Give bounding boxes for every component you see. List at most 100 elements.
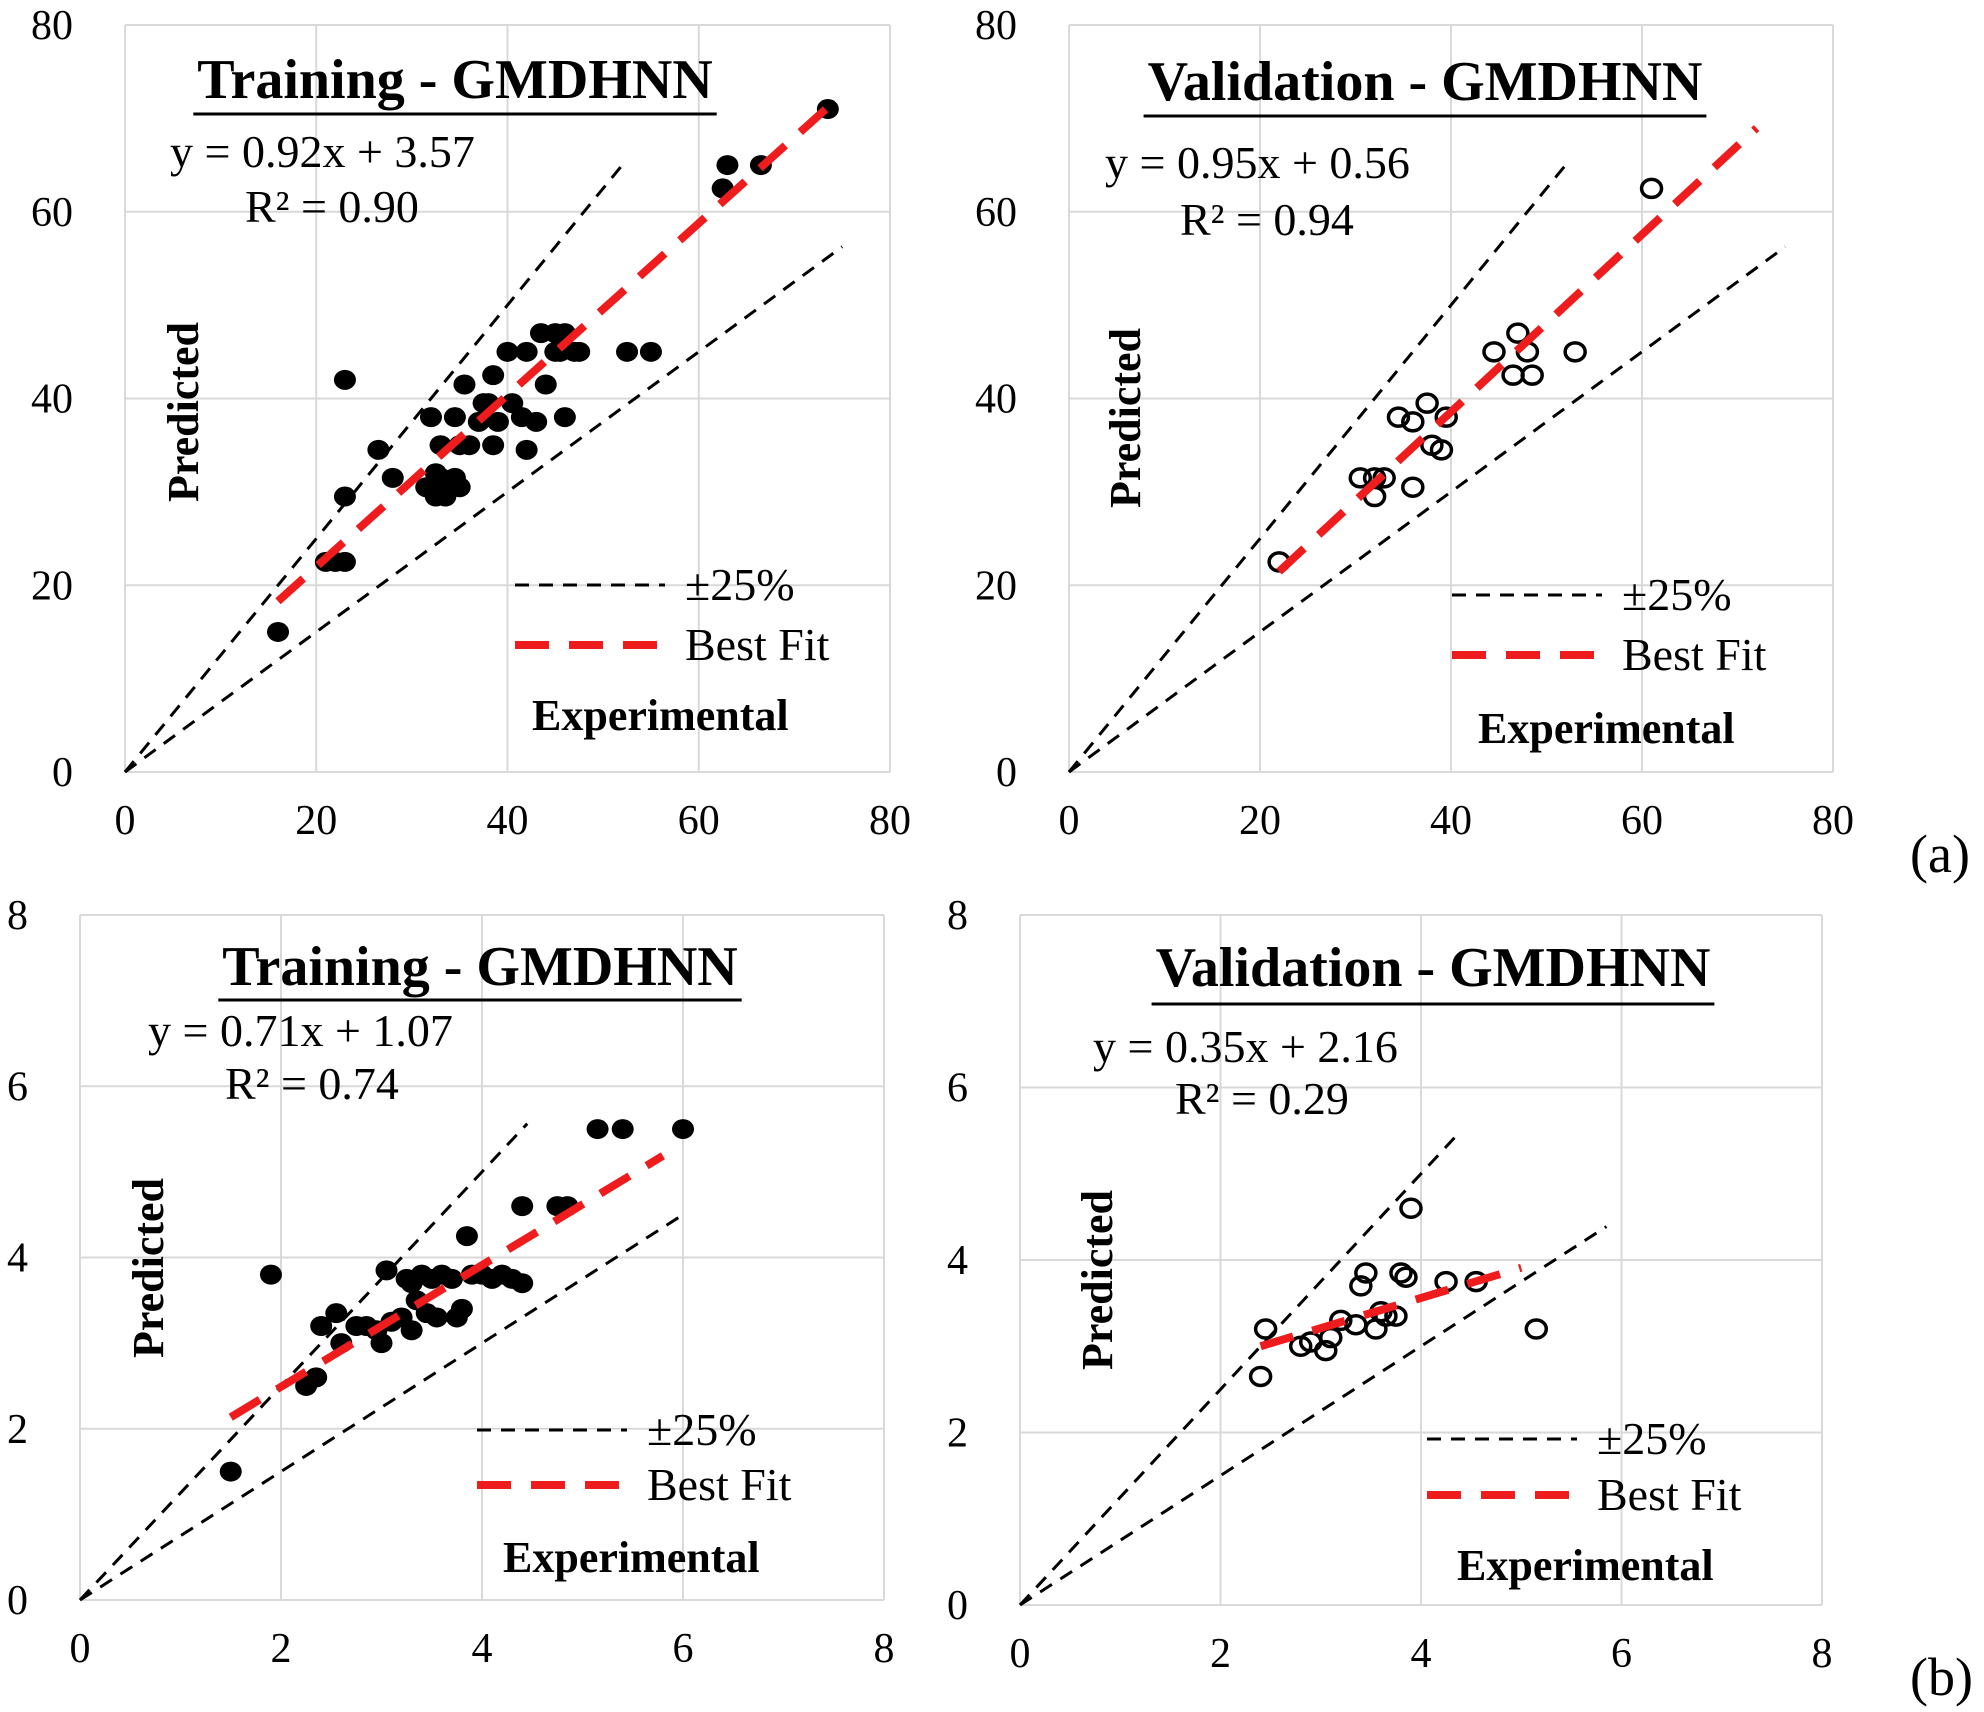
- data-point: [1639, 177, 1664, 200]
- data-point: [1349, 1275, 1373, 1297]
- data-point: [1401, 476, 1425, 498]
- x-tick-label: 2: [271, 1626, 292, 1672]
- data-point: [716, 155, 739, 176]
- chart-1: 0 20 40 60 80 0 20 40 60 80 Training - GMDHNN y = 0…: [31, 3, 911, 844]
- y-tick-label: 80: [975, 3, 1017, 49]
- y-tick-label: 0: [52, 750, 73, 796]
- data-point: [586, 1119, 609, 1140]
- r-squared: R² = 0.29: [1175, 1073, 1349, 1124]
- y-tick-label: 2: [7, 1407, 28, 1453]
- data-point: [370, 1333, 393, 1354]
- data-point: [325, 1303, 348, 1324]
- upper-bound-line: [1018, 1134, 1458, 1607]
- data-point: [1415, 392, 1439, 414]
- data-point: [1329, 1309, 1353, 1332]
- x-tick-label: 6: [1611, 1631, 1632, 1677]
- x-tick-label: 60: [1621, 798, 1663, 844]
- data-point: [1399, 1197, 1423, 1219]
- data-point: [450, 1298, 473, 1319]
- y-tick-label: 4: [947, 1238, 968, 1284]
- x-tick-label: 0: [70, 1626, 91, 1672]
- legend-fit-label: Best Fit: [647, 1459, 792, 1510]
- data-point: [482, 435, 505, 456]
- data-point: [611, 1119, 634, 1140]
- data-point: [305, 1367, 328, 1388]
- data-point: [375, 1260, 398, 1281]
- best-fit-line: [228, 1152, 665, 1421]
- chart-title: Training - GMDHNN: [222, 936, 737, 998]
- data-point: [455, 1226, 478, 1247]
- y-tick-label: 40: [31, 377, 73, 423]
- data-point: [639, 341, 662, 362]
- data-point: [440, 1268, 463, 1289]
- chart-2: 0 20 40 60 80 0 20 40 60 80 Validation - GMDHNN y =…: [975, 3, 1854, 844]
- x-tick-label: 6: [673, 1626, 694, 1672]
- x-tick-label: 8: [874, 1626, 895, 1672]
- x-tick-label: 8: [1812, 1631, 1833, 1677]
- data-point: [1429, 439, 1454, 461]
- data-point: [1389, 1262, 1413, 1284]
- data-point: [568, 341, 591, 362]
- data-point: [367, 439, 390, 460]
- lower-bound-line: [1068, 245, 1787, 774]
- y-tick-label: 0: [947, 1583, 968, 1629]
- data-point: [333, 369, 356, 390]
- chart-title: Validation - GMDHNN: [1156, 937, 1711, 999]
- data-point: [453, 374, 476, 395]
- x-tick-label: 20: [1239, 798, 1281, 844]
- legend-fit-label: Best Fit: [1622, 629, 1767, 680]
- data-point: [1506, 322, 1530, 344]
- legend-fit-label: Best Fit: [685, 619, 830, 670]
- r-squared: R² = 0.90: [245, 181, 419, 232]
- lower-bound-line: [1019, 1225, 1608, 1607]
- y-axis-label: Predicted: [1101, 328, 1150, 508]
- data-point: [1364, 1318, 1388, 1340]
- chart-3: 0 2 4 6 8 0 2 4 6 8 Training - GMDHNN y = 0.71x + 1…: [7, 893, 895, 1672]
- x-tick-label: 40: [487, 798, 529, 844]
- data-point: [1386, 406, 1411, 428]
- x-axis-label: Experimental: [1457, 1541, 1714, 1590]
- data-point: [443, 407, 466, 428]
- r-squared: R² = 0.74: [225, 1058, 399, 1109]
- data-point: [1434, 406, 1458, 428]
- data-point: [448, 477, 471, 498]
- data-point: [310, 1316, 333, 1336]
- upper-bound-line: [1067, 164, 1567, 773]
- panel-label-a: (a): [1910, 824, 1970, 884]
- y-axis-label: Predicted: [124, 1178, 173, 1358]
- y-tick-label: 0: [7, 1578, 28, 1624]
- x-axis-label: Experimental: [532, 691, 789, 740]
- data-point: [511, 1196, 534, 1217]
- y-tick-label: 20: [31, 563, 73, 609]
- data-point: [1524, 1318, 1549, 1340]
- legend-bounds-label: ±25%: [1597, 1413, 1707, 1464]
- x-tick-label: 0: [1010, 1631, 1031, 1677]
- panel-label-b: (b): [1910, 1647, 1973, 1707]
- x-tick-label: 2: [1210, 1631, 1231, 1677]
- x-tick-label: 0: [1059, 798, 1080, 844]
- data-point: [333, 486, 356, 507]
- upper-bound-line: [123, 164, 624, 773]
- data-point: [400, 1320, 423, 1341]
- data-point: [420, 407, 442, 428]
- x-tick-label: 80: [1812, 798, 1854, 844]
- x-axis-label: Experimental: [503, 1533, 760, 1582]
- legend-bounds-label: ±25%: [647, 1404, 757, 1455]
- data-point: [259, 1264, 282, 1285]
- data-point: [511, 1273, 534, 1294]
- y-tick-label: 80: [31, 3, 73, 49]
- y-axis-label: Predicted: [159, 322, 208, 502]
- y-tick-label: 6: [7, 1064, 28, 1110]
- data-point: [1354, 1262, 1378, 1284]
- y-tick-label: 8: [7, 893, 28, 939]
- x-tick-label: 60: [678, 798, 720, 844]
- data-point: [1253, 1318, 1278, 1340]
- chart-title: Training - GMDHNN: [197, 49, 712, 111]
- y-tick-label: 8: [947, 893, 968, 939]
- y-tick-label: 60: [975, 190, 1017, 236]
- data-point: [267, 621, 289, 642]
- data-point: [482, 365, 505, 386]
- chart-4: 0 2 4 6 8 0 2 4 6 8 Validation - GMDHNN y = 0.35x +…: [947, 893, 1833, 1677]
- x-axis-label: Experimental: [1478, 704, 1735, 753]
